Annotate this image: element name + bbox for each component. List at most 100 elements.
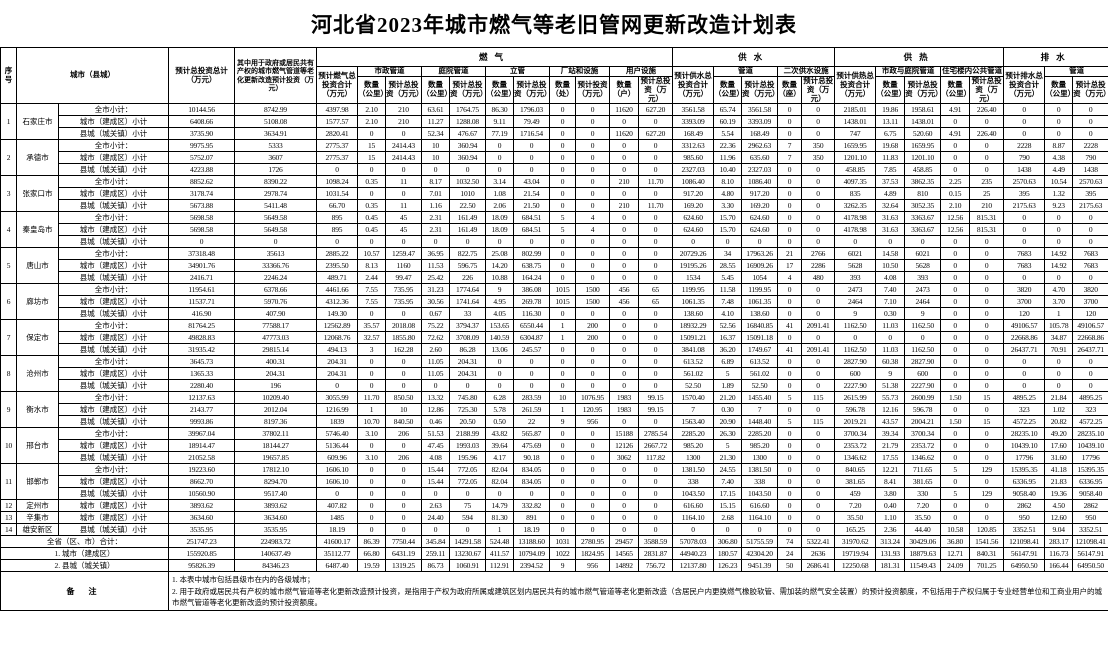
value-cell: 0 (801, 487, 836, 501)
value-cell: 2188.99 (449, 427, 486, 441)
value-cell: 2285.20 (741, 427, 779, 441)
value-cell: 41 (777, 343, 803, 357)
value-cell: 0 (449, 487, 486, 501)
row-type-label: 城市（建成区）小计 (58, 499, 169, 513)
value-cell: 36.95 (421, 247, 450, 261)
value-cell: 1015 (549, 295, 576, 309)
value-cell: 2286 (801, 259, 836, 273)
value-cell: 0 (969, 379, 1005, 393)
value-cell: 0 (940, 139, 971, 153)
value-cell: 0 (385, 499, 422, 513)
value-cell: 7683 (1072, 259, 1108, 273)
value-cell: 7.40 (875, 283, 906, 297)
value-cell: 43.57 (875, 415, 906, 429)
value-cell: 6378.66 (234, 283, 317, 297)
row-type-label: 县城（城关镇）小计 (58, 415, 169, 429)
value-cell: 3820 (1072, 283, 1108, 297)
value-cell: 0 (1072, 271, 1108, 285)
value-cell: 0 (969, 271, 1005, 285)
col-gov-invest: 其中用于政府或居民共有产权的城市燃气管道等老化更新改造预计投资（万元） (234, 46, 317, 105)
value-cell: 917.20 (672, 187, 715, 201)
value-cell: 16909.26 (741, 259, 779, 273)
value-cell: 1010 (449, 187, 486, 201)
value-cell: 0 (609, 331, 639, 345)
value-cell: 815.31 (969, 223, 1005, 237)
value-cell: 9058.40 (1003, 487, 1046, 501)
value-cell: 2227.90 (904, 379, 942, 393)
value-cell: 18.19 (513, 523, 550, 537)
col-gas-user: 用户设施 (608, 66, 674, 77)
value-cell: 0 (575, 235, 610, 249)
value-cell: 0 (777, 523, 803, 537)
value-cell: 18932.29 (672, 319, 715, 333)
value-cell: 9.23 (1044, 199, 1074, 213)
value-cell: 0 (1044, 115, 1074, 129)
value-cell: 3588.59 (637, 535, 674, 549)
value-cell: 161.49 (449, 223, 486, 237)
value-cell: 624.60 (741, 211, 779, 225)
value-cell: 19.36 (1044, 487, 1074, 501)
value-cell: 0 (316, 487, 358, 501)
value-cell: 0 (777, 175, 803, 189)
value-cell: 0 (940, 355, 971, 369)
value-cell: 395 (1003, 187, 1046, 201)
value-cell: 1438 (1003, 163, 1046, 177)
value-cell: 2885.22 (316, 247, 358, 261)
value-cell: 19195.26 (672, 259, 715, 273)
value-cell: 0 (777, 103, 803, 117)
value-cell: 0 (969, 151, 1005, 165)
value-cell: 1381.50 (672, 463, 715, 477)
value-cell: 790 (1072, 151, 1108, 165)
value-cell: 411.57 (485, 547, 514, 561)
value-cell: 9 (485, 283, 514, 297)
value-cell: 0 (969, 511, 1005, 525)
value-cell: 4 (575, 223, 610, 237)
value-cell: 0 (713, 235, 743, 249)
value-cell: 1824.95 (575, 547, 610, 561)
value-cell: 9 (834, 307, 877, 321)
value-cell: 33 (449, 307, 486, 321)
value-cell: 1570.40 (672, 391, 715, 405)
value-cell: 12250.68 (834, 559, 877, 573)
value-cell: 0 (357, 163, 386, 177)
value-cell: 0 (969, 319, 1005, 333)
col-heat-indoor: 住宅楼内公共管道 (940, 66, 1005, 77)
value-cell: 0 (1003, 223, 1046, 237)
value-cell: 1659.95 (904, 139, 942, 153)
value-cell: 153.65 (485, 319, 514, 333)
value-cell: 86.30 (485, 103, 514, 117)
value-cell: 1.10 (875, 511, 906, 525)
value-cell: 1346.62 (904, 451, 942, 465)
value-cell: 36.20 (713, 343, 743, 357)
value-cell: 13.06 (485, 343, 514, 357)
value-cell: 0 (801, 427, 836, 441)
value-cell: 456 (609, 295, 639, 309)
value-cell: 16.37 (713, 331, 743, 345)
value-cell: 19223.60 (168, 463, 235, 477)
value-cell: 4 (777, 271, 803, 285)
value-cell: 802.99 (513, 247, 550, 261)
value-cell: 52.50 (741, 379, 779, 393)
table-row: 城市（建成区）小计 5698.58 5649.58 895 0.45 45 2.31 161.… (1, 223, 1108, 237)
city-name: 秦皇岛市 (16, 211, 59, 249)
value-cell: 18.09 (485, 223, 514, 237)
value-cell: 985.20 (741, 439, 779, 453)
value-cell: 0 (513, 379, 550, 393)
value-cell: 0 (385, 235, 422, 249)
value-cell: 129 (969, 463, 1005, 477)
value-cell: 0 (940, 163, 971, 177)
value-cell: 0 (940, 331, 971, 345)
value-cell: 200 (575, 319, 610, 333)
value-cell: 0.50 (485, 415, 514, 429)
value-cell: 12.56 (940, 223, 971, 237)
value-cell: 2.10 (357, 115, 386, 129)
value-cell: 0 (549, 451, 576, 465)
value-cell: 45 (385, 211, 422, 225)
value-cell: 10439.10 (1072, 439, 1108, 453)
value-cell: 7.20 (904, 499, 942, 513)
row-seq: 11 (0, 463, 17, 501)
value-cell: 4.10 (713, 307, 743, 321)
value-cell: 3.10 (357, 427, 386, 441)
value-cell: 323 (1003, 403, 1046, 417)
value-cell: 50 (777, 559, 803, 573)
